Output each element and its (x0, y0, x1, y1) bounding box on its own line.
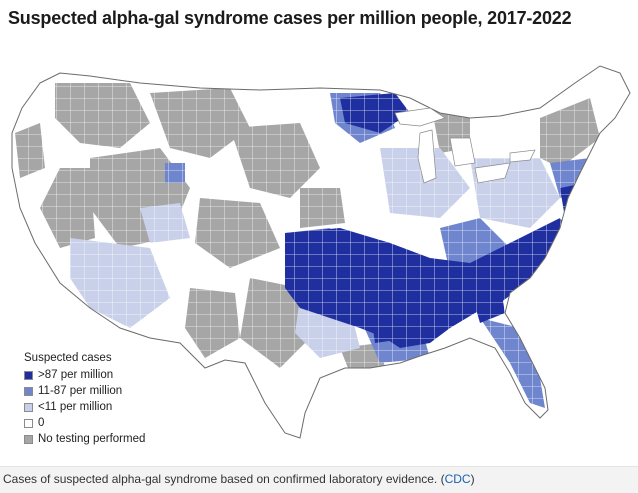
legend-item-zero: 0 (24, 415, 214, 431)
caption-source-link[interactable]: CDC (444, 472, 471, 486)
legend-item-mid: 11-87 per million (24, 383, 214, 399)
us-outline (11, 65, 631, 439)
legend-swatch-mid (24, 386, 33, 396)
legend-label-zero: 0 (38, 417, 45, 429)
county-fills (12, 66, 630, 438)
map-figure: Suspected alpha-gal syndrome cases per m… (0, 8, 638, 466)
us-map-svg (11, 65, 631, 439)
great-lakes (394, 107, 536, 184)
legend-item-low: <11 per million (24, 399, 214, 415)
caption-text: Cases of suspected alpha-gal syndrome ba… (3, 472, 445, 486)
legend-swatch-low (24, 402, 33, 412)
legend-item-high: >87 per million (24, 367, 214, 383)
map-legend: Suspected cases >87 per million 11-87 pe… (24, 352, 214, 447)
legend-swatch-high (24, 370, 33, 380)
us-county-map (0, 38, 638, 466)
figure-title: Suspected alpha-gal syndrome cases per m… (8, 8, 572, 28)
legend-label-high: >87 per million (38, 369, 114, 381)
legend-label-none: No testing performed (38, 433, 146, 445)
legend-item-none: No testing performed (24, 431, 214, 447)
legend-title: Suspected cases (24, 352, 112, 364)
legend-label-mid: 11-87 per million (38, 385, 123, 397)
legend-label-low: <11 per million (38, 401, 113, 413)
legend-swatch-zero (24, 418, 33, 428)
caption-closing: ) (470, 472, 475, 486)
legend-swatch-none (24, 434, 33, 444)
image-caption: Cases of suspected alpha-gal syndrome ba… (0, 466, 638, 493)
